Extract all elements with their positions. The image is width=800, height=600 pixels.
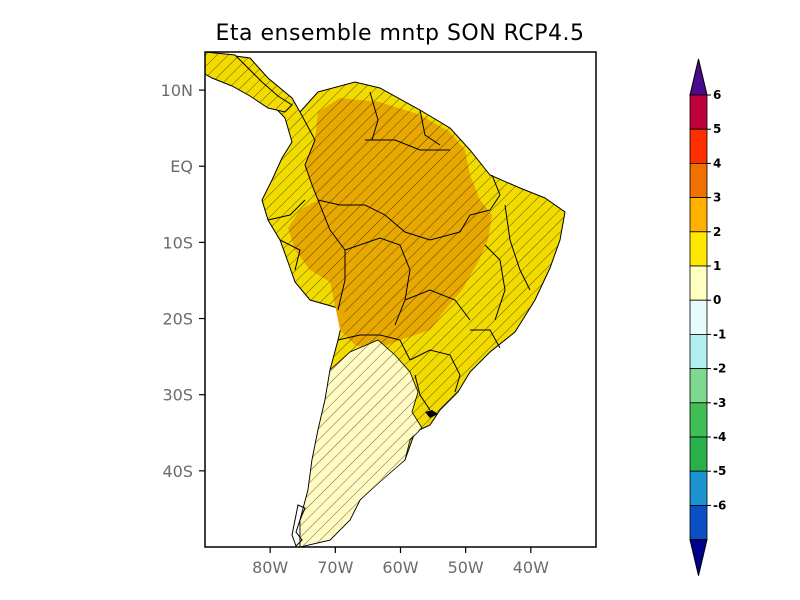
malvinas-islands — [425, 410, 438, 418]
lat-tick-label: EQ — [170, 157, 193, 176]
colorbar-tick-label: 5 — [713, 122, 721, 136]
colorbar-tick-label: -2 — [713, 362, 726, 376]
colorbar-tick-label: 1 — [713, 259, 721, 273]
colorbar-tick-label: 0 — [713, 293, 721, 307]
colorbar-tick-label: -6 — [713, 498, 726, 512]
colorbar-over-arrow — [689, 58, 708, 96]
lat-tick-label: 10S — [162, 233, 193, 252]
map-title: Eta ensemble mntp SON RCP4.5 — [215, 21, 584, 46]
colorbar-bin — [689, 436, 708, 472]
lon-tick-label: 70W — [317, 558, 353, 577]
colorbar-bin — [689, 504, 708, 540]
colorbar-bin — [689, 162, 708, 198]
colorbar: 6 5 4 3 2 1 0 -1 -2 -3 -4 -5 -6 — [689, 58, 726, 576]
colorbar-bin — [689, 402, 708, 438]
colorbar-tick-label: -3 — [713, 396, 726, 410]
colorbar-bin — [689, 470, 708, 506]
colorbar-bin — [689, 368, 708, 404]
country-borders — [267, 91, 531, 411]
colorbar-bin — [689, 299, 708, 335]
colorbar-bin — [689, 94, 708, 130]
colorbar-tick-label: 6 — [713, 88, 721, 102]
colorbar-under-arrow — [689, 539, 708, 576]
lat-tick-label: 20S — [162, 310, 193, 329]
lon-tick-label: 80W — [252, 558, 288, 577]
colorbar-tick-label: -5 — [713, 464, 726, 478]
colorbar-tick-label: 2 — [713, 225, 721, 239]
colorbar-bin — [689, 333, 708, 369]
colorbar-bin — [689, 231, 708, 267]
latitude-axis: 10N EQ 10S 20S 30S 40S — [161, 81, 205, 481]
significance-hatching — [205, 52, 565, 547]
chile-archipelago — [291, 504, 306, 547]
colorbar-bin — [689, 128, 708, 164]
colorbar-tick-label: 3 — [713, 191, 721, 205]
colorbar-tick-label: 4 — [713, 156, 721, 170]
lat-tick-label: 30S — [162, 386, 193, 405]
lon-tick-label: 50W — [448, 558, 484, 577]
colorbar-tick-label: -4 — [713, 430, 726, 444]
colorbar-tick-label: -1 — [713, 327, 726, 341]
map-panel — [204, 51, 597, 548]
colorbar-bin — [689, 197, 708, 233]
lon-tick-label: 60W — [382, 558, 418, 577]
longitude-axis: 80W 70W 60W 50W 40W — [252, 547, 549, 577]
lon-tick-label: 40W — [513, 558, 549, 577]
colorbar-bin — [689, 265, 708, 301]
lat-tick-label: 40S — [162, 462, 193, 481]
lat-tick-label: 10N — [161, 81, 193, 100]
